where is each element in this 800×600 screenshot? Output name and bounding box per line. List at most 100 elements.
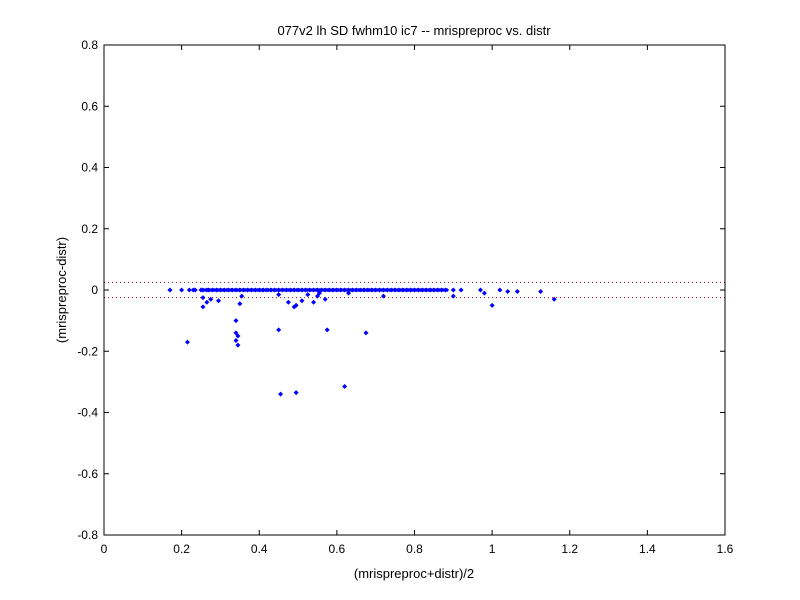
data-point — [210, 287, 216, 293]
data-point — [346, 287, 352, 293]
x-tick-label: 0 — [101, 542, 108, 556]
x-tick-label: 0.8 — [406, 542, 423, 556]
data-point — [380, 287, 386, 293]
data-point — [233, 330, 239, 336]
data-point — [291, 287, 297, 293]
data-point — [431, 287, 437, 293]
data-point — [450, 287, 456, 293]
data-point — [204, 299, 210, 305]
data-point — [404, 287, 410, 293]
y-tick-label: 0.2 — [81, 222, 98, 236]
data-point — [305, 292, 311, 298]
data-point — [233, 287, 239, 293]
data-point — [353, 287, 359, 293]
y-tick-label: -0.8 — [77, 528, 98, 542]
y-tick-label: 0.4 — [81, 161, 98, 175]
data-point — [551, 296, 557, 302]
data-point — [338, 287, 344, 293]
data-point — [373, 287, 379, 293]
data-point — [192, 287, 198, 293]
data-point — [322, 296, 328, 302]
data-point — [278, 391, 284, 397]
data-point — [233, 338, 239, 344]
data-point — [200, 304, 206, 310]
data-point — [295, 287, 301, 293]
data-point — [396, 287, 402, 293]
data-point — [412, 287, 417, 293]
data-point — [314, 287, 320, 293]
data-point — [268, 287, 274, 293]
data-point — [256, 287, 262, 293]
data-point — [427, 287, 433, 293]
data-point — [481, 290, 487, 296]
data-point — [419, 287, 425, 293]
data-point — [252, 287, 258, 293]
x-tick-label: 1.4 — [639, 542, 656, 556]
data-point — [264, 287, 270, 293]
data-point — [239, 293, 245, 299]
y-tick-label: -0.2 — [77, 344, 98, 358]
data-point — [330, 287, 336, 293]
x-tick-label: 1.6 — [717, 542, 734, 556]
y-axis-label: (mrispreproc-distr) — [54, 237, 69, 343]
data-point — [299, 287, 305, 293]
data-point — [322, 287, 328, 293]
data-point — [229, 287, 235, 293]
data-point — [538, 289, 544, 295]
data-point — [326, 287, 332, 293]
data-point — [235, 333, 241, 339]
data-point — [443, 287, 449, 293]
data-point — [280, 287, 286, 293]
axis-ticks: 0 0.2 0.4 0.6 0.8 1 1.2 1.4 1.6 0.8 0.6 0.4 0.2 0 -0.2… — [77, 38, 733, 556]
data-point — [233, 318, 239, 324]
data-point — [293, 302, 299, 308]
data-point — [179, 287, 185, 293]
data-point — [388, 287, 394, 293]
data-point — [307, 287, 313, 293]
data-point — [334, 287, 340, 293]
data-point — [167, 287, 173, 293]
data-point — [276, 327, 282, 333]
data-point — [214, 287, 220, 293]
data-point — [349, 287, 355, 293]
data-point — [439, 287, 445, 293]
data-point — [311, 287, 317, 293]
data-point — [299, 298, 305, 304]
data-point — [276, 287, 282, 293]
data-point — [489, 302, 495, 308]
data-point — [505, 289, 511, 295]
data-point — [497, 287, 503, 293]
x-tick-label: 1 — [489, 542, 496, 556]
y-tick-label: -0.6 — [77, 467, 98, 481]
data-point — [287, 287, 293, 293]
data-point — [221, 287, 227, 293]
data-point — [380, 293, 386, 299]
data-point — [392, 287, 398, 293]
data-points — [167, 287, 557, 397]
chart-title: 077v2 lh SD fwhm10 ic7 -- mrispreproc vs… — [277, 23, 551, 38]
data-point — [342, 287, 348, 293]
data-point — [186, 287, 192, 293]
data-point — [293, 390, 299, 396]
data-point — [235, 342, 241, 348]
data-point — [260, 287, 266, 293]
data-point — [314, 293, 320, 299]
data-point — [408, 287, 414, 293]
y-tick-label: 0.8 — [81, 38, 98, 52]
data-point — [324, 327, 330, 333]
x-tick-label: 0.4 — [251, 542, 268, 556]
data-point — [423, 287, 429, 293]
data-point — [346, 290, 352, 296]
data-point — [318, 287, 324, 293]
data-point — [283, 287, 289, 293]
data-point — [342, 383, 348, 389]
data-point — [415, 287, 421, 293]
data-point — [206, 287, 212, 293]
data-point — [458, 287, 464, 293]
data-point — [272, 287, 278, 293]
data-point — [225, 287, 231, 293]
x-tick-label: 1.2 — [561, 542, 578, 556]
data-point — [357, 287, 363, 293]
data-point — [276, 292, 282, 298]
